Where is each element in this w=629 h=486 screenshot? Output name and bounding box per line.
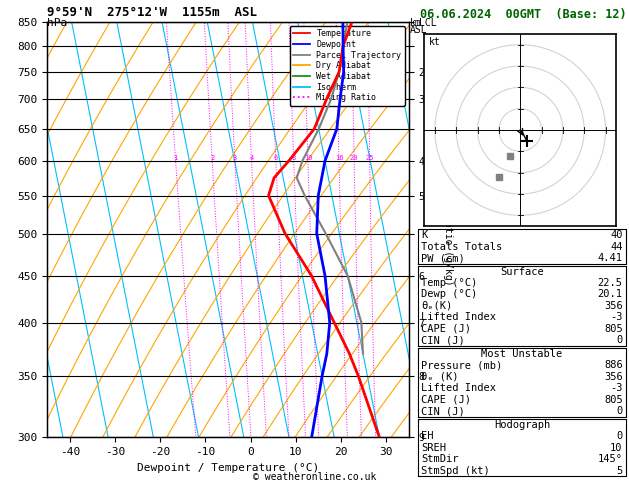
Text: 44: 44	[610, 242, 623, 252]
Text: CIN (J): CIN (J)	[421, 406, 465, 416]
Text: 0: 0	[616, 431, 623, 441]
Text: 16: 16	[335, 155, 343, 161]
Text: 20: 20	[350, 155, 359, 161]
Text: 9°59'N  275°12'W  1155m  ASL: 9°59'N 275°12'W 1155m ASL	[47, 6, 257, 19]
Text: 2: 2	[210, 155, 214, 161]
Legend: Temperature, Dewpoint, Parcel Trajectory, Dry Adiabat, Wet Adiabat, Isotherm, Mi: Temperature, Dewpoint, Parcel Trajectory…	[290, 26, 404, 105]
Text: 356: 356	[604, 372, 623, 382]
Text: 20.1: 20.1	[598, 290, 623, 299]
Text: Dewp (°C): Dewp (°C)	[421, 290, 477, 299]
Text: Pressure (mb): Pressure (mb)	[421, 360, 503, 370]
Text: 356: 356	[604, 301, 623, 311]
Text: 4.41: 4.41	[598, 253, 623, 263]
Text: 3: 3	[233, 155, 237, 161]
Text: Lifted Index: Lifted Index	[421, 383, 496, 393]
Text: 40: 40	[610, 230, 623, 240]
Text: km: km	[410, 18, 422, 29]
Text: Most Unstable: Most Unstable	[481, 349, 563, 359]
Text: 25: 25	[365, 155, 374, 161]
Text: StmDir: StmDir	[421, 454, 459, 464]
Text: 5: 5	[616, 466, 623, 475]
Text: 145°: 145°	[598, 454, 623, 464]
Text: 0: 0	[616, 406, 623, 416]
X-axis label: Dewpoint / Temperature (°C): Dewpoint / Temperature (°C)	[137, 463, 319, 473]
Text: Totals Totals: Totals Totals	[421, 242, 503, 252]
Text: 06.06.2024  00GMT  (Base: 12): 06.06.2024 00GMT (Base: 12)	[420, 8, 626, 21]
Y-axis label: Mixing Ratio (g/kg): Mixing Ratio (g/kg)	[443, 174, 453, 285]
Text: 805: 805	[604, 395, 623, 405]
Text: Hodograph: Hodograph	[494, 419, 550, 430]
Text: K: K	[421, 230, 428, 240]
Text: 10: 10	[610, 443, 623, 452]
Text: 886: 886	[604, 360, 623, 370]
Text: Surface: Surface	[500, 266, 544, 277]
Text: kt: kt	[428, 36, 440, 47]
Text: θₑ(K): θₑ(K)	[421, 301, 453, 311]
Text: 6: 6	[274, 155, 278, 161]
Text: CAPE (J): CAPE (J)	[421, 324, 471, 334]
Text: 10: 10	[304, 155, 312, 161]
Text: -3: -3	[610, 383, 623, 393]
Text: 0: 0	[616, 335, 623, 346]
Text: ASL: ASL	[410, 25, 428, 35]
Text: θₑ (K): θₑ (K)	[421, 372, 459, 382]
Text: StmSpd (kt): StmSpd (kt)	[421, 466, 490, 475]
Text: Lifted Index: Lifted Index	[421, 312, 496, 322]
Text: 4: 4	[249, 155, 253, 161]
Text: 1: 1	[174, 155, 178, 161]
Text: -3: -3	[610, 312, 623, 322]
Text: 805: 805	[604, 324, 623, 334]
Text: 22.5: 22.5	[598, 278, 623, 288]
Text: 8: 8	[292, 155, 296, 161]
Text: hPa: hPa	[47, 18, 67, 29]
Text: SREH: SREH	[421, 443, 447, 452]
Text: CIN (J): CIN (J)	[421, 335, 465, 346]
Text: PW (cm): PW (cm)	[421, 253, 465, 263]
Text: © weatheronline.co.uk: © weatheronline.co.uk	[253, 472, 376, 482]
Text: Temp (°C): Temp (°C)	[421, 278, 477, 288]
Text: EH: EH	[421, 431, 434, 441]
Text: CAPE (J): CAPE (J)	[421, 395, 471, 405]
